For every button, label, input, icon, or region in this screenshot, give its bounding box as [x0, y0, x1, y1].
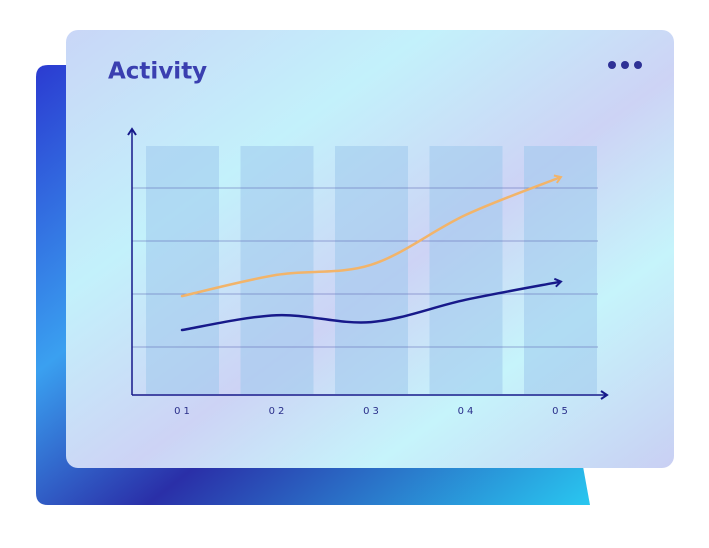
x-tick-label: 05	[552, 406, 571, 417]
line-series	[180, 174, 563, 298]
x-tick-label: 03	[363, 406, 382, 417]
column-band	[524, 146, 597, 394]
chart-title: Activity	[108, 59, 207, 85]
line-series	[180, 277, 563, 332]
column-band	[429, 146, 503, 394]
plot: 01 02 03 04 05	[132, 146, 598, 417]
column-band	[240, 146, 314, 394]
x-tick-label: 02	[269, 406, 288, 417]
x-tick-label: 01	[174, 406, 193, 417]
menu-dot[interactable]	[634, 61, 642, 69]
column-band	[146, 146, 219, 394]
menu-dot[interactable]	[621, 61, 629, 69]
x-tick-label: 04	[458, 406, 477, 417]
menu-button[interactable]	[608, 61, 642, 69]
menu-dot[interactable]	[608, 61, 616, 69]
